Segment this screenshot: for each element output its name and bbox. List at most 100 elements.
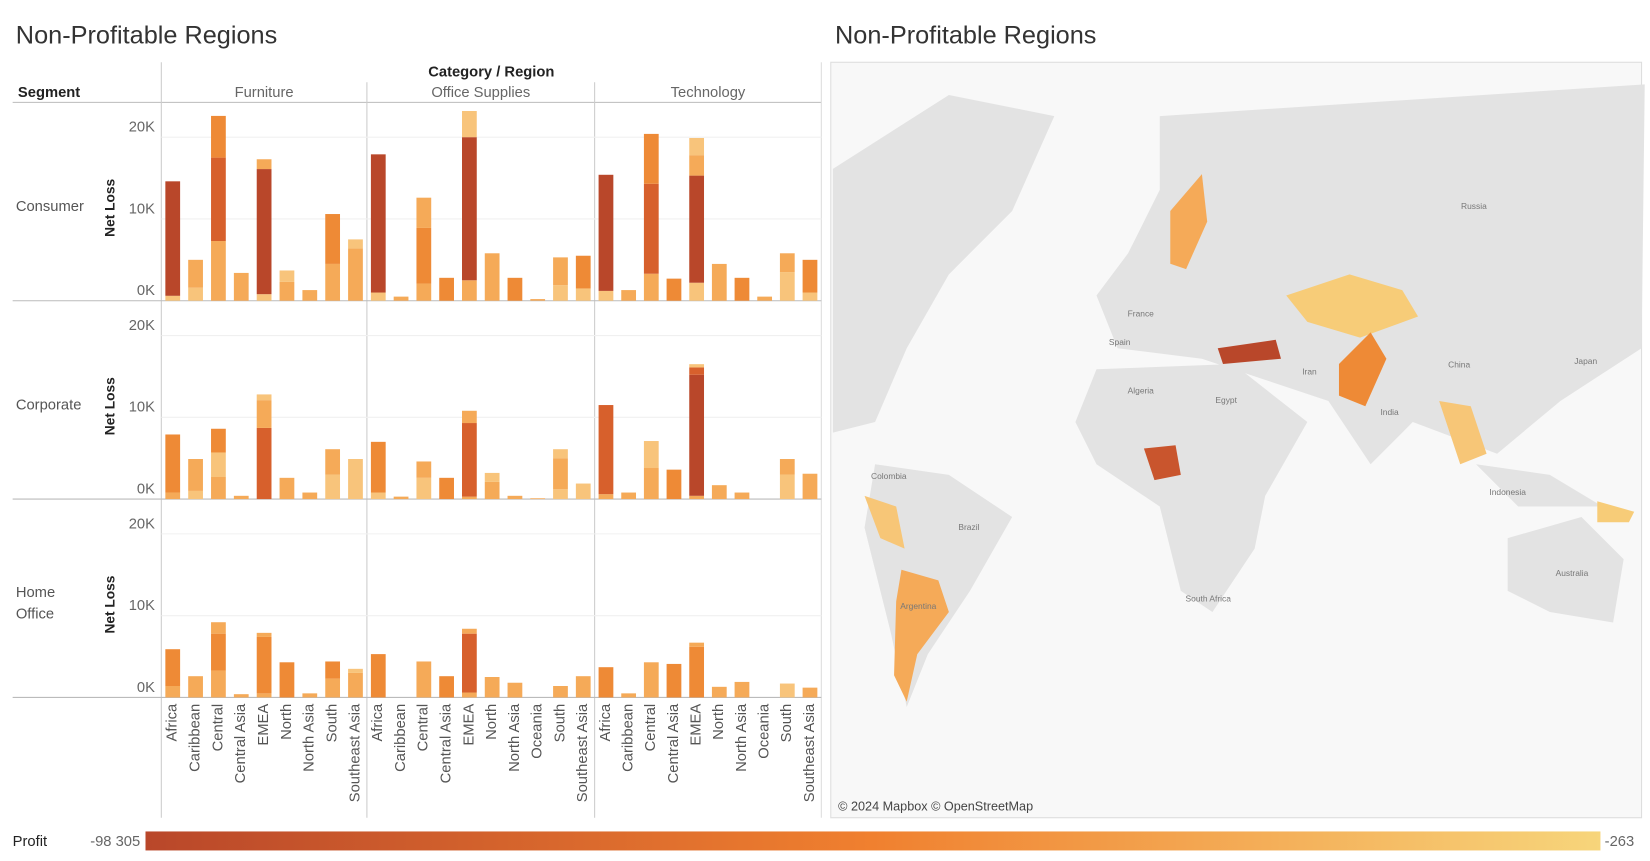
x-tick-label: South xyxy=(325,704,341,743)
bar-segment xyxy=(462,410,477,424)
y-axis-title: Net Loss xyxy=(102,575,117,633)
bar-segment xyxy=(689,137,705,156)
bar-segment xyxy=(462,628,477,634)
row-label-box: Home Office xyxy=(15,583,56,622)
bar-segment xyxy=(256,394,272,401)
bar-segment xyxy=(348,459,363,500)
map-label: Colombia xyxy=(871,471,907,481)
bar-segment xyxy=(348,239,363,249)
legend-min: -98 305 xyxy=(90,834,140,850)
bar-segment xyxy=(348,248,363,301)
bar-segment xyxy=(779,459,795,475)
x-tick-label: Africa xyxy=(370,703,386,742)
bar-segment xyxy=(711,263,727,301)
country xyxy=(1217,339,1281,365)
bar-segment xyxy=(165,492,181,500)
bar-segment xyxy=(484,472,500,482)
bar-segment xyxy=(530,299,546,301)
x-tick-label: North xyxy=(484,704,500,740)
bar-segment xyxy=(462,137,477,281)
bar-segment xyxy=(802,687,818,698)
bar-segment xyxy=(689,155,705,176)
bar-segment xyxy=(598,405,614,495)
row-label-box: Corporate xyxy=(16,396,82,413)
bar-segment xyxy=(211,241,226,301)
country xyxy=(1170,174,1208,270)
bar-segment xyxy=(256,400,272,428)
bar-segment xyxy=(416,477,432,500)
bar-segment xyxy=(325,474,341,500)
y-tick-label: 20K xyxy=(129,120,155,136)
y-tick-label: 0K xyxy=(137,283,155,299)
bar-segment xyxy=(302,693,318,698)
bar-segment xyxy=(530,498,546,500)
x-tick-label: North Asia xyxy=(302,703,318,772)
bar-segment xyxy=(165,295,181,301)
bar-segment xyxy=(302,492,318,500)
x-tick-label: Oceania xyxy=(757,703,773,759)
bar-segment xyxy=(779,474,795,500)
bar-segment xyxy=(575,676,591,698)
bar-segment xyxy=(188,676,203,698)
x-tick-label: Caribbean xyxy=(393,704,409,772)
bar-segment xyxy=(233,272,249,301)
y-axis-title: Net Loss xyxy=(102,377,117,435)
bar-segment xyxy=(188,287,203,301)
bar-segment xyxy=(462,633,477,693)
bar-segment xyxy=(689,495,705,500)
bar-segment xyxy=(734,492,750,500)
bar-segment xyxy=(165,181,181,296)
y-tick-label: 0K xyxy=(137,481,155,497)
bar-segment xyxy=(643,183,659,274)
bar-segment xyxy=(802,259,818,293)
bar-segment xyxy=(643,441,659,469)
map-label: China xyxy=(1448,359,1470,369)
bar-segment xyxy=(393,496,409,500)
x-tick-label: Southeast Asia xyxy=(575,703,591,802)
bar-segment xyxy=(507,495,523,500)
row-label: Home Office xyxy=(15,583,56,622)
bar-segment xyxy=(734,681,750,698)
country xyxy=(864,495,905,549)
bar-segment xyxy=(256,159,272,170)
bar-segment xyxy=(279,281,295,301)
bar-segment xyxy=(233,694,249,698)
map-label: Algeria xyxy=(1128,386,1155,396)
y-axis-title: Net Loss xyxy=(102,179,117,237)
bar-segment xyxy=(689,642,705,647)
bar-segment xyxy=(666,278,682,301)
bar-segment xyxy=(553,449,568,459)
bar-segment xyxy=(370,492,386,500)
x-tick-label: Caribbean xyxy=(187,704,203,772)
y-tick-label: 20K xyxy=(129,516,155,532)
bar-segment xyxy=(416,283,432,301)
y-tick-label: 0K xyxy=(137,680,155,696)
bar-segment xyxy=(553,285,568,301)
bar-segment xyxy=(348,668,363,673)
bar-segment xyxy=(666,663,682,698)
bar-segment xyxy=(553,686,568,698)
bar-segment xyxy=(643,133,659,184)
column-label: Technology xyxy=(671,85,746,101)
bar-segment xyxy=(643,273,659,301)
map-label: Spain xyxy=(1109,337,1131,347)
bar-segment xyxy=(643,468,659,500)
legend-bar xyxy=(145,831,1601,851)
map-label: Australia xyxy=(1556,568,1589,578)
bar-segment xyxy=(165,686,181,698)
map-label: Japan xyxy=(1574,356,1597,366)
bar-segment xyxy=(325,263,341,301)
bar-segment xyxy=(598,174,614,291)
x-tick-label: EMEA xyxy=(689,704,705,746)
bar-segment xyxy=(439,277,454,301)
y-tick-label: 10K xyxy=(129,400,155,416)
map-title: Non-Profitable Regions xyxy=(835,22,1096,50)
country xyxy=(1286,274,1419,338)
map-label: Iran xyxy=(1302,367,1317,377)
bar-segment xyxy=(256,169,272,295)
country xyxy=(1439,400,1487,465)
x-tick-label: North xyxy=(279,704,295,740)
bar-segment xyxy=(256,636,272,694)
